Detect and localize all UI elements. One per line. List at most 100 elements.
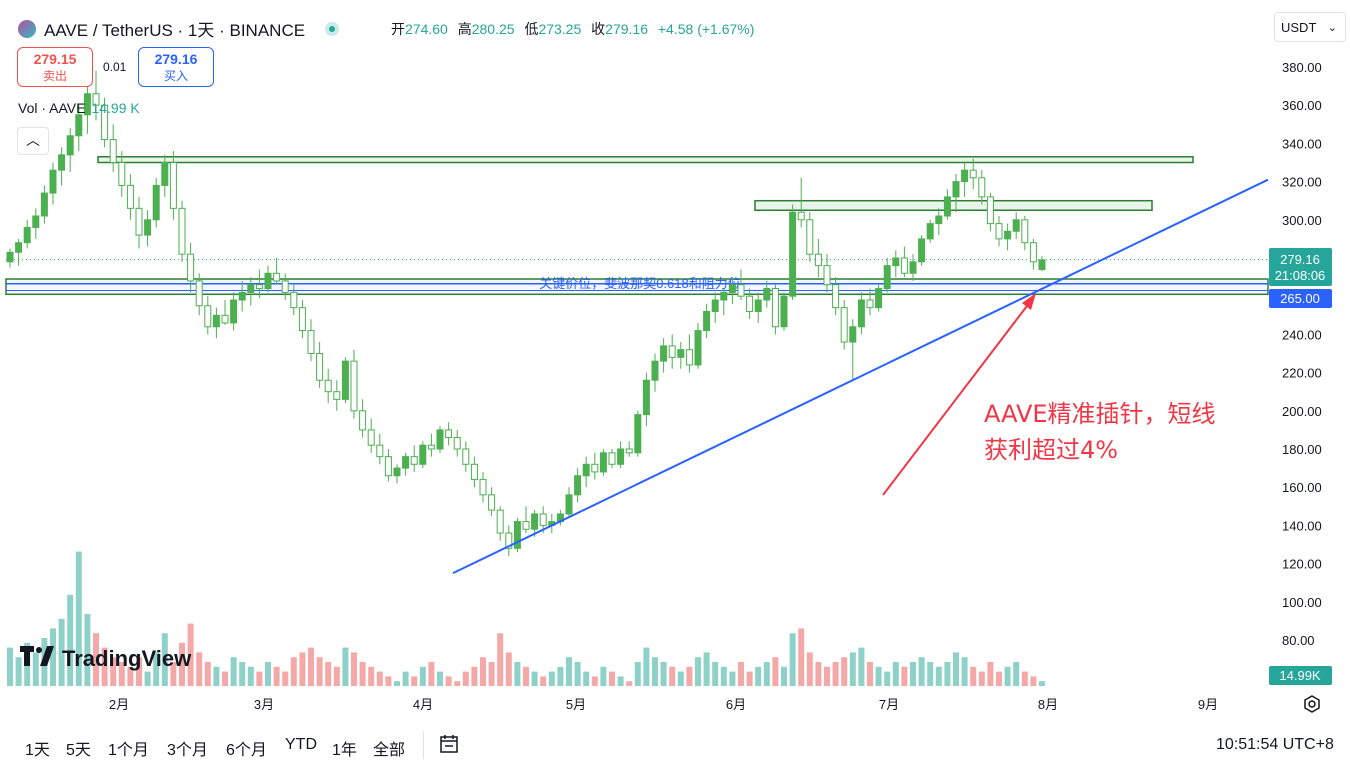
volume-bar (247, 666, 254, 686)
volume-bar (153, 652, 160, 686)
candle-body (436, 429, 444, 450)
volume-bar (583, 671, 590, 686)
sell-button[interactable]: 279.15 卖出 (17, 47, 93, 87)
utc-clock[interactable]: 10:51:54 UTC+8 (1216, 736, 1334, 753)
volume-bar (557, 666, 564, 686)
settings-icon[interactable] (1302, 694, 1322, 714)
buy-price: 279.16 (154, 51, 198, 67)
volume-bar (806, 652, 813, 686)
support-band-label: 关键价位，斐波那契0.618和阻力位 (539, 276, 741, 291)
annotation-text-line2: 获利超过4% (984, 436, 1118, 464)
volume-bar (419, 666, 426, 686)
volume-legend[interactable]: Vol · AAVE 14.99 K (18, 100, 140, 116)
volume-bar (660, 662, 667, 686)
candle-body (384, 456, 392, 477)
currency-select[interactable]: USDT ⌄ (1274, 12, 1346, 42)
volume-bar (832, 662, 839, 686)
symbol-title[interactable]: AAVE / TetherUS · 1天 · BINANCE (44, 21, 306, 40)
time-tick-label: 8月 (1038, 697, 1058, 712)
timeframe-ytd[interactable]: YTD (285, 736, 317, 753)
candle-body (763, 288, 771, 301)
candle-body (488, 494, 496, 511)
candle-body (410, 456, 418, 465)
volume-bar (669, 666, 676, 686)
candle-body (694, 330, 702, 366)
candle-body (324, 379, 332, 393)
time-tick-label: 5月 (566, 697, 586, 712)
time-tick-label: 7月 (879, 697, 899, 712)
volume-bar (677, 671, 684, 686)
resistance-zone (754, 199, 1153, 211)
candle-body (247, 284, 255, 293)
candle-body (178, 207, 186, 255)
timeframe-1m[interactable]: 1个月 (108, 742, 149, 759)
candle-body (367, 429, 375, 446)
volume-bar (600, 666, 607, 686)
volume-bar (282, 671, 289, 686)
candle-body (101, 104, 109, 141)
price-axis[interactable]: 380.00360.00340.00320.00300.00280.00260.… (1269, 60, 1332, 685)
volume-bar (170, 662, 177, 686)
candle-body (92, 93, 100, 106)
buy-button[interactable]: 279.16 买入 (138, 47, 214, 87)
volume-bar (75, 551, 82, 686)
market-status-icon[interactable] (325, 21, 340, 36)
candle-body (978, 177, 986, 198)
candle-body (152, 184, 160, 221)
volume-bar (789, 633, 796, 686)
candle-body (832, 284, 840, 309)
timeframe-3m[interactable]: 3个月 (167, 742, 208, 759)
timeframe-all[interactable]: 全部 (373, 742, 406, 759)
candle-body (849, 326, 857, 343)
annotation-text-line1: AAVE精准插针，短线 (984, 400, 1216, 428)
calendar-range-icon[interactable] (438, 733, 460, 755)
volume-bar (299, 652, 306, 686)
candle-body (634, 414, 642, 454)
timeframe-1d[interactable]: 1天 (25, 742, 50, 759)
candle-body (531, 513, 539, 530)
volume-bar (50, 628, 56, 686)
candle-body (58, 154, 66, 171)
volume-bar (763, 662, 770, 686)
candle-body (402, 456, 410, 469)
drawing-zones[interactable]: 关键价位，斐波那契0.618和阻力位 (5, 156, 1269, 296)
candle-body (565, 494, 573, 515)
volume-bar (798, 628, 805, 686)
candle-body (1004, 230, 1012, 240)
last-price-badge (1269, 248, 1332, 286)
price-tick-label: 340.00 (1282, 136, 1322, 151)
timeframe-6m[interactable]: 6个月 (226, 742, 267, 759)
price-tick-label: 320.00 (1282, 175, 1322, 190)
volume-bar (402, 671, 409, 686)
candle-body (15, 242, 23, 253)
price-tick-label: 220.00 (1282, 366, 1322, 381)
candle-body (771, 288, 779, 328)
candle-body (470, 463, 478, 481)
volume-bar (918, 657, 925, 686)
time-axis[interactable]: 2月 3月 4月 5月 6月 7月 8月 9月 (109, 697, 1218, 712)
volume-bar (609, 671, 615, 686)
volume-bar (144, 671, 151, 686)
timeframe-1y[interactable]: 1年 (332, 742, 357, 759)
chevron-down-icon: ⌄ (1327, 22, 1337, 34)
collapse-legend-button[interactable]: ︿ (17, 127, 49, 155)
volume-bar (574, 662, 581, 686)
trendline[interactable] (452, 178, 1269, 575)
candle-body (900, 257, 908, 274)
candle-body (118, 162, 126, 186)
candle-body (823, 265, 831, 286)
candle-body (625, 448, 633, 454)
volume-bar (841, 657, 848, 686)
volume-bar (411, 676, 418, 686)
candle-body (290, 291, 298, 309)
tradingview-logo[interactable]: TradingView (20, 646, 191, 672)
symbol-title-row[interactable]: AAVE / TetherUS · 1天 · BINANCE (18, 16, 340, 41)
time-tick-label: 2月 (109, 697, 129, 712)
volume-bar (1021, 671, 1028, 686)
candle-body (333, 391, 341, 400)
candle-body (144, 219, 152, 236)
candle-body (126, 184, 134, 209)
timeframe-5d[interactable]: 5天 (66, 742, 91, 759)
